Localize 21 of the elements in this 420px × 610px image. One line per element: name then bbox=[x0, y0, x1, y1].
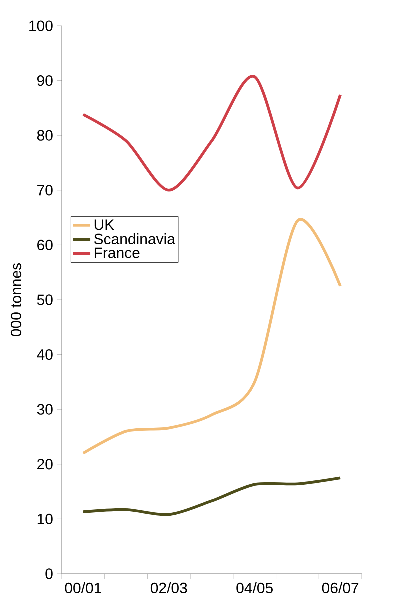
y-tick-label: 20 bbox=[38, 459, 53, 470]
line-series bbox=[82, 75, 342, 192]
legend-label: UK bbox=[94, 220, 114, 230]
x-tick-label: 00/01 bbox=[65, 582, 102, 594]
y-tick-label: 30 bbox=[37, 404, 53, 415]
y-tick-label: 90 bbox=[37, 75, 53, 86]
line-series bbox=[82, 476, 342, 516]
y-tick-label: 70 bbox=[38, 185, 53, 196]
x-tick-label: 04/05 bbox=[236, 582, 273, 594]
legend-label: France bbox=[94, 248, 140, 258]
legend-label: Scandinavia bbox=[94, 234, 176, 245]
x-tick-label: 02/03 bbox=[150, 582, 188, 594]
x-tick-label: 06/07 bbox=[322, 582, 359, 594]
y-tick-label: 80 bbox=[37, 130, 53, 141]
y-tick-label: 50 bbox=[37, 294, 53, 306]
y-tick-label: 40 bbox=[37, 349, 53, 360]
y-tick-label: 60 bbox=[38, 240, 53, 251]
y-tick-label: 0 bbox=[46, 568, 53, 580]
y-tick-label: 100 bbox=[30, 20, 53, 32]
y-tick-label: 10 bbox=[38, 514, 53, 524]
y-axis-title: 000 tonnes bbox=[10, 263, 22, 337]
